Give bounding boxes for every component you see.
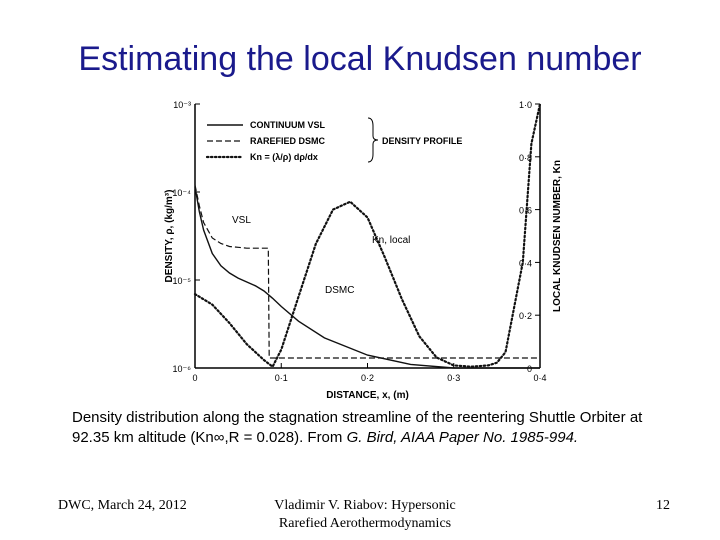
x-axis-label: DISTANCE, x, (m)	[326, 390, 409, 401]
series-line-solid	[195, 187, 540, 368]
footer-author-line2: Rarefied Aerothermodynamics	[250, 515, 480, 533]
y-left-tick-label: 10⁻³	[173, 100, 191, 110]
legend-entry: Kn = (λ/ρ) dρ/dx	[250, 152, 318, 162]
y-right-axis-label: LOCAL KNUDSEN NUMBER, Kn	[552, 160, 563, 312]
x-tick-label: 0·3	[447, 373, 460, 383]
slide-title: Estimating the local Knudsen number	[0, 40, 720, 79]
annotation-vsl: VSL	[232, 215, 251, 226]
y-right-tick-label: 1·0	[519, 100, 532, 110]
legend-group-label: DENSITY PROFILE	[382, 136, 462, 146]
footer-author-line1: Vladimir V. Riabov: Hypersonic	[250, 497, 480, 515]
y-right-tick-label: 0·6	[519, 206, 532, 216]
footer-author: Vladimir V. Riabov: Hypersonic Rarefied …	[250, 497, 480, 533]
footer-date: DWC, March 24, 2012	[58, 497, 187, 515]
y-right-tick-label: 0	[527, 364, 532, 374]
x-tick-label: 0·4	[533, 373, 546, 383]
legend-brace	[368, 118, 378, 162]
legend-entry: CONTINUUM VSL	[250, 120, 325, 130]
annotation-kn-local: Kn, local	[372, 235, 410, 246]
legend-entry: RAREFIED DSMC	[250, 136, 326, 146]
annotation-dsmc: DSMC	[325, 285, 354, 296]
series-line-dashed	[195, 185, 540, 358]
x-tick-label: 0·1	[275, 373, 288, 383]
x-tick-label: 0	[192, 373, 197, 383]
density-knudsen-chart: 0 0·1 0·2 0·3 0·410⁻³10⁻⁴10⁻⁵10⁻⁶ 00·20·40·60…	[150, 86, 570, 406]
y-left-tick-label: 10⁻⁴	[172, 188, 191, 198]
series-line-dotted	[195, 104, 540, 367]
y-left-axis-label: DENSITY, ρ, (kg/m³)	[164, 190, 175, 283]
x-tick-label: 0·2	[361, 373, 374, 383]
figure-caption: Density distribution along the stagnatio…	[72, 408, 672, 448]
y-left-tick-label: 10⁻⁵	[173, 276, 192, 286]
caption-source: G. Bird, AIAA Paper No. 1985-994.	[347, 429, 579, 446]
page-number: 12	[630, 497, 670, 515]
y-right-tick-label: 0·2	[519, 311, 532, 321]
y-left-tick-label: 10⁻⁶	[173, 364, 192, 374]
